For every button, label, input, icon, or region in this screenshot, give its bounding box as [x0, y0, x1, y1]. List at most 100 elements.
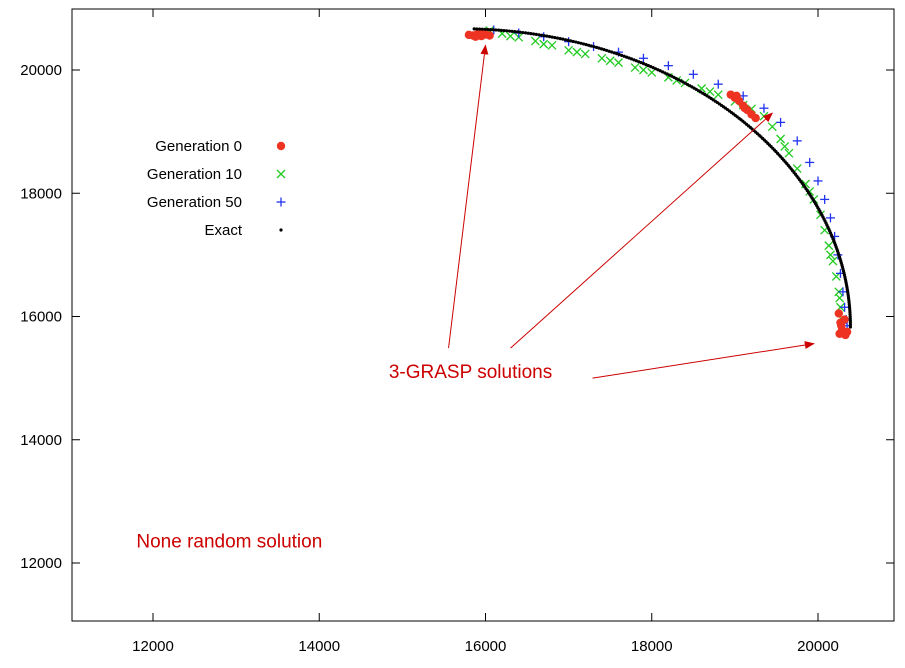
x-tick-label: 18000: [631, 638, 673, 655]
exact-point: [641, 62, 646, 66]
exact-point: [587, 43, 591, 47]
data-point: [638, 53, 648, 63]
exact-point: [612, 51, 616, 55]
data-point: [776, 134, 786, 144]
data-point: [767, 122, 777, 132]
series-generation-0: [464, 29, 852, 340]
exact-point: [507, 29, 512, 33]
x-tick-label: 20000: [797, 638, 839, 655]
data-point: [614, 58, 623, 68]
data-point: [477, 29, 487, 38]
exact-point: [569, 39, 573, 43]
data-point: [835, 329, 844, 338]
exact-point: [566, 38, 570, 42]
exact-point: [534, 32, 538, 36]
exact-point: [550, 35, 554, 39]
exact-point: [624, 55, 629, 59]
exact-point: [563, 38, 568, 42]
data-point: [638, 65, 648, 75]
exact-point: [634, 59, 638, 63]
exact-point: [558, 37, 562, 41]
exact-point: [599, 47, 604, 51]
y-tick-label: 14000: [20, 432, 62, 449]
exact-point: [488, 27, 493, 32]
data-point: [597, 53, 607, 63]
data-point: [605, 56, 615, 66]
exact-point: [483, 27, 487, 31]
annotations: 3-GRASP solutions None random solution: [136, 44, 815, 553]
exact-point: [607, 49, 611, 53]
exact-point: [523, 31, 528, 35]
exact-point: [576, 41, 581, 45]
exact-point: [515, 30, 520, 34]
y-tick-label: 12000: [20, 555, 62, 572]
legend-label: Exact: [204, 222, 242, 239]
y-tick-label: 16000: [20, 309, 62, 326]
y-axis: 12000 14000 16000 18000 20000: [20, 62, 894, 572]
exact-point: [561, 37, 565, 41]
data-point: [780, 141, 790, 151]
data-point: [663, 61, 673, 71]
exact-point: [646, 64, 650, 68]
exact-point: [597, 46, 601, 50]
exact-point: [537, 33, 541, 37]
legend-marker: [276, 141, 286, 151]
y-tick-label: 20000: [20, 62, 62, 79]
exact-point: [499, 28, 503, 32]
data-point: [840, 302, 850, 312]
data-point: [713, 90, 723, 100]
data-point: [828, 256, 838, 266]
data-point: [564, 45, 574, 55]
exact-point: [475, 27, 479, 31]
exact-point: [547, 34, 552, 39]
plot-frame: [71, 8, 895, 622]
exact-point: [574, 40, 578, 44]
data-point: [471, 32, 480, 41]
exact-point: [526, 31, 530, 35]
data-point: [834, 309, 843, 318]
data-point: [784, 148, 794, 158]
x-axis: 12000 14000 16000 18000 20000: [132, 9, 839, 655]
exact-point: [644, 63, 648, 67]
data-point: [813, 176, 823, 186]
exact-point: [605, 48, 609, 53]
data-point: [825, 213, 835, 223]
data-point: [740, 104, 750, 113]
exact-point: [491, 28, 495, 32]
exact-point: [637, 60, 641, 64]
data-point: [759, 111, 769, 121]
data-point: [801, 179, 810, 189]
data-point: [572, 47, 582, 57]
exact-point: [521, 30, 525, 35]
y-tick-label: 18000: [20, 185, 62, 202]
exact-point: [622, 54, 626, 58]
legend-marker: [276, 169, 286, 179]
exact-point: [486, 27, 490, 32]
x-tick-label: 12000: [132, 638, 174, 655]
exact-point: [540, 33, 544, 37]
exact-point: [518, 30, 522, 34]
annotation-none-random: None random solution: [136, 532, 322, 553]
annotation-grasp-solutions: 3-GRASP solutions: [389, 362, 552, 383]
data-point: [539, 39, 549, 49]
exact-point: [615, 52, 619, 56]
x-tick-label: 14000: [298, 638, 340, 655]
data-point: [837, 321, 846, 330]
legend-marker: [276, 197, 286, 207]
legend-marker: [279, 228, 283, 232]
data-point: [547, 40, 557, 50]
exact-point: [529, 32, 533, 36]
data-point: [820, 194, 830, 204]
exact-point: [627, 56, 631, 60]
exact-point: [494, 28, 498, 32]
exact-point: [480, 27, 484, 31]
data-point: [505, 31, 515, 41]
data-point: [840, 315, 849, 324]
exact-point: [502, 28, 506, 33]
data-point: [759, 103, 769, 113]
data-point: [732, 91, 741, 101]
data-point: [530, 36, 540, 46]
data-point: [663, 72, 673, 82]
exact-point: [579, 41, 583, 45]
